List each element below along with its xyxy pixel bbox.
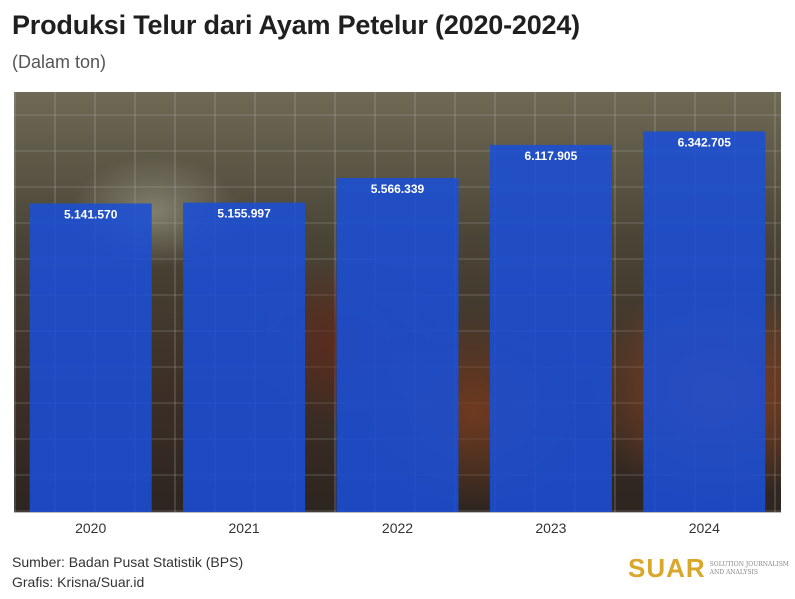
chart-subtitle: (Dalam ton) xyxy=(12,52,107,72)
logo-wordmark: SUAR xyxy=(628,553,706,583)
x-tick-label-2023: 2023 xyxy=(535,520,566,536)
credit-text: Grafis: Krisna/Suar.id xyxy=(12,574,145,590)
bar-2022 xyxy=(336,178,459,512)
value-label-2022: 5.566.339 xyxy=(371,182,425,196)
bar-2023 xyxy=(489,144,612,512)
suar-logo: SUAR SOLUTION JOURNALISM AND ANALYSIS xyxy=(628,553,795,584)
value-label-2021: 5.155.997 xyxy=(217,207,271,221)
value-label-2020: 5.141.570 xyxy=(64,208,118,222)
x-tick-label-2024: 2024 xyxy=(689,520,720,536)
value-label-2023: 6.117.905 xyxy=(525,149,578,163)
value-label-2024: 6.342.705 xyxy=(678,135,732,149)
source-text: Sumber: Badan Pusat Statistik (BPS) xyxy=(12,554,244,570)
source-block: Sumber: Badan Pusat Statistik (BPS) Graf… xyxy=(12,552,243,592)
bar-2024 xyxy=(643,131,766,513)
bar-2020 xyxy=(29,203,152,512)
x-tick-label-2020: 2020 xyxy=(75,520,106,536)
bar-2021 xyxy=(183,202,306,512)
chart-title: Produksi Telur dari Ayam Petelur (2020-2… xyxy=(12,10,580,40)
logo-tagline: SOLUTION JOURNALISM AND ANALYSIS xyxy=(709,560,789,576)
x-tick-label-2022: 2022 xyxy=(382,520,413,536)
x-axis-baseline xyxy=(14,512,781,513)
x-tick-label-2021: 2021 xyxy=(229,520,260,536)
